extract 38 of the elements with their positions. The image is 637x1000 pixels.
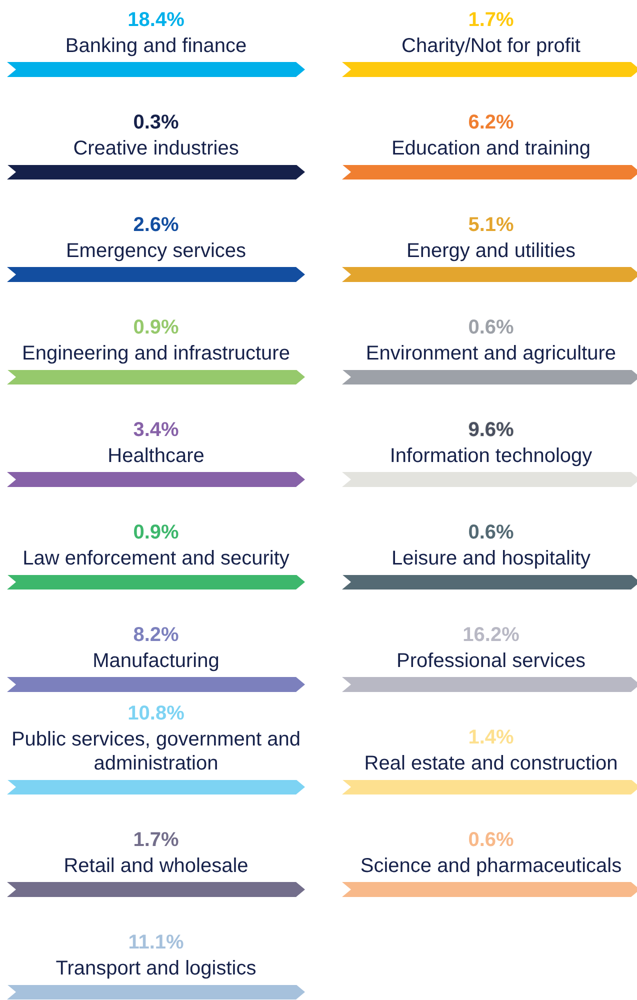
category-label: Professional services bbox=[396, 650, 586, 672]
data-label: 0.3% bbox=[133, 112, 180, 134]
category-label: Law enforcement and security bbox=[22, 548, 290, 570]
data-label: 8.2% bbox=[133, 624, 180, 646]
data-label: 18.4% bbox=[128, 9, 185, 31]
data-label: 6.2% bbox=[468, 112, 514, 134]
category-label: Environment and agriculture bbox=[366, 342, 616, 364]
category-label: Public services, government and administration bbox=[11, 728, 301, 774]
category-label: Healthcare bbox=[108, 445, 204, 467]
data-label: 2.6% bbox=[133, 214, 180, 236]
category-label: Education and training bbox=[391, 138, 591, 160]
data-label: 0.6% bbox=[468, 522, 514, 544]
data-label: 0.6% bbox=[468, 829, 514, 851]
data-label: 3.4% bbox=[133, 419, 180, 441]
category-label: Information technology bbox=[390, 445, 592, 467]
data-label: 16.2% bbox=[462, 624, 520, 646]
data-label: 1.7% bbox=[133, 829, 180, 851]
category-label: Banking and finance bbox=[65, 35, 247, 57]
category-label: Creative industries bbox=[73, 138, 239, 160]
category-label: Engineering and infrastructure bbox=[22, 342, 290, 364]
category-label: Leisure and hospitality bbox=[391, 548, 591, 570]
data-label: 0.6% bbox=[468, 316, 514, 338]
data-label: 1.4% bbox=[468, 726, 514, 748]
category-label: Retail and wholesale bbox=[64, 855, 248, 877]
category-label: Manufacturing bbox=[92, 650, 220, 672]
category-label: Real estate and construction bbox=[364, 752, 618, 774]
data-label: 9.6% bbox=[468, 419, 514, 441]
data-label: 0.9% bbox=[133, 522, 180, 544]
data-label: 5.1% bbox=[468, 214, 514, 236]
category-label: Emergency services bbox=[66, 240, 246, 262]
data-label: 11.1% bbox=[128, 932, 184, 954]
data-label: 10.8% bbox=[128, 702, 185, 724]
category-label: Energy and utilities bbox=[406, 240, 576, 262]
data-label: 0.9% bbox=[133, 316, 180, 338]
category-label: Science and pharmaceuticals bbox=[360, 855, 622, 877]
category-label: Charity/Not for profit bbox=[402, 35, 581, 57]
category-label: Transport and logistics bbox=[56, 958, 256, 980]
data-label: 1.7% bbox=[468, 9, 514, 31]
